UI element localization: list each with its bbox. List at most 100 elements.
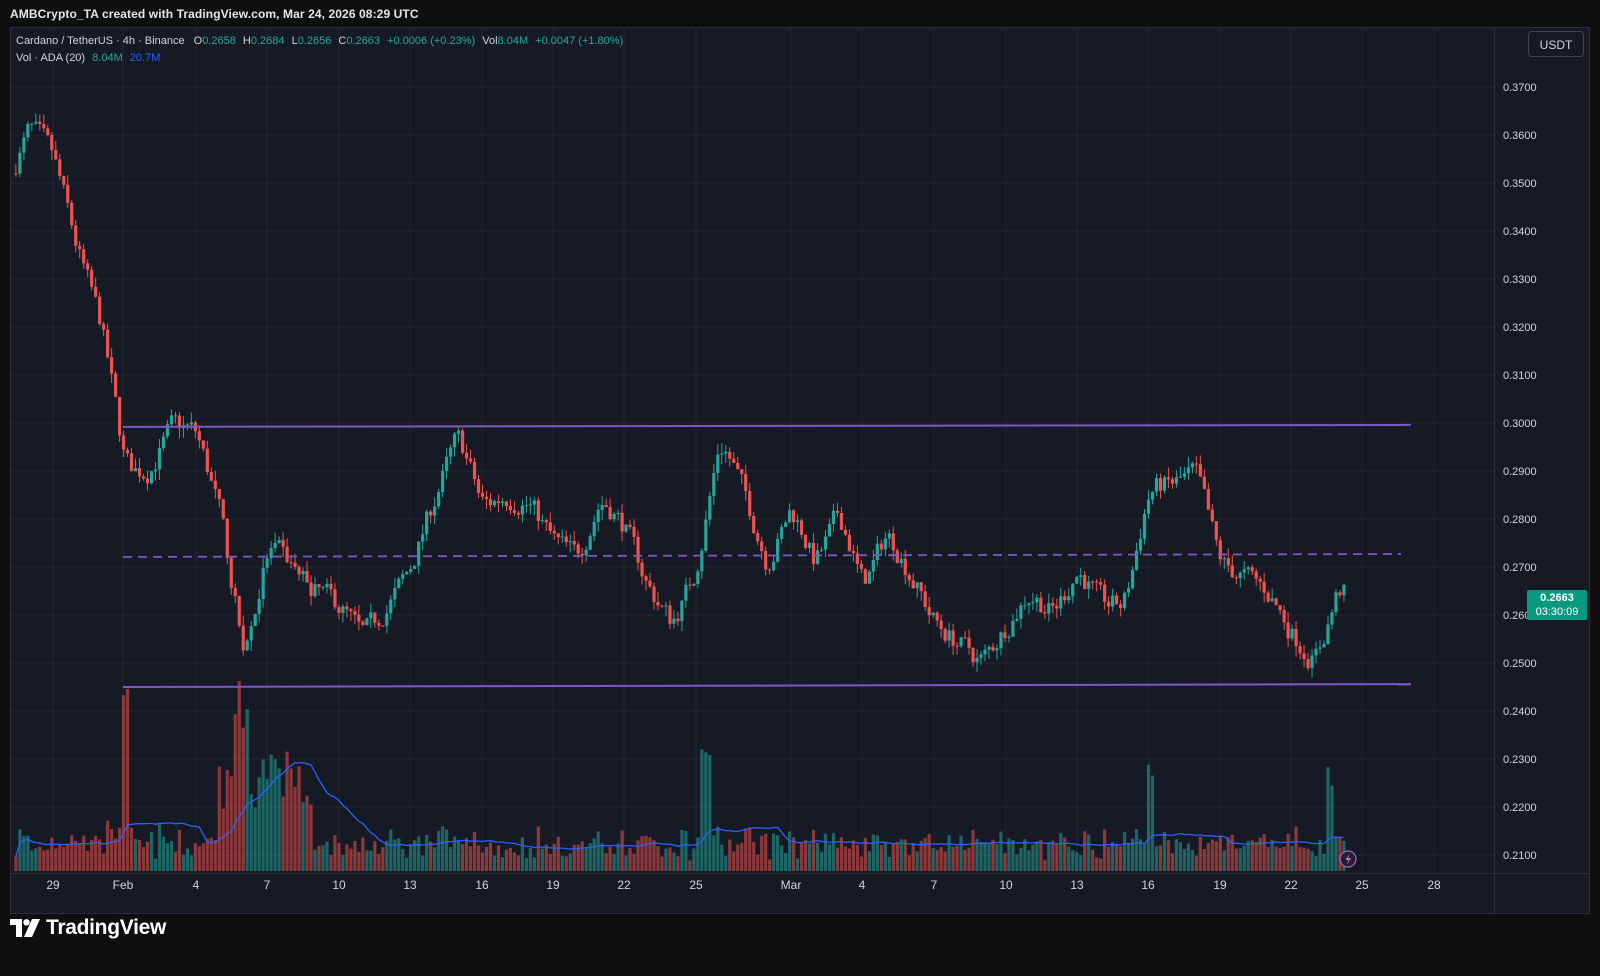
candle-body bbox=[1318, 647, 1322, 649]
candle-body bbox=[325, 583, 329, 587]
candle-body bbox=[1103, 584, 1107, 602]
candle-body bbox=[1091, 581, 1095, 583]
candle-body bbox=[213, 480, 217, 489]
legend-volume-indicator[interactable]: Vol · ADA (20) bbox=[16, 52, 86, 64]
volume-bar bbox=[1067, 846, 1071, 871]
candle-body bbox=[847, 534, 852, 551]
candle-body bbox=[1222, 558, 1226, 560]
volume-bar bbox=[855, 844, 859, 871]
candle-body bbox=[1298, 646, 1302, 654]
candle-body bbox=[337, 607, 341, 613]
volume-bar bbox=[508, 847, 513, 871]
candle-body bbox=[301, 570, 305, 575]
candle-body bbox=[572, 541, 576, 545]
candle-body bbox=[955, 645, 959, 647]
candle-body bbox=[1087, 581, 1091, 589]
candle-body bbox=[189, 422, 193, 425]
candle-body bbox=[724, 451, 728, 454]
volume-bar bbox=[795, 858, 800, 871]
candle-body bbox=[516, 512, 521, 515]
candle-body bbox=[58, 159, 62, 176]
candle-body bbox=[30, 123, 34, 125]
volume-bar bbox=[544, 844, 548, 871]
volume-bar bbox=[540, 848, 544, 871]
candle-body bbox=[1206, 489, 1210, 510]
volume-bar bbox=[117, 827, 122, 871]
candle-body bbox=[1007, 636, 1011, 638]
tradingview-logo[interactable]: TradingView bbox=[10, 916, 166, 940]
volume-bar bbox=[931, 848, 935, 871]
legend-change: +0.0006 (+0.23%) bbox=[387, 35, 476, 47]
volume-bar bbox=[54, 848, 58, 871]
volume-bar bbox=[935, 849, 939, 871]
candle-body bbox=[480, 492, 485, 497]
candle-body bbox=[229, 557, 233, 588]
candle-body bbox=[1039, 597, 1043, 613]
candle-body bbox=[1047, 603, 1051, 614]
candle-body bbox=[608, 507, 612, 520]
legend-symbol[interactable]: Cardano / TetherUS · 4h · Binance bbox=[16, 35, 185, 47]
volume-bar bbox=[612, 854, 616, 871]
candle-body bbox=[596, 509, 600, 522]
candle-body bbox=[875, 543, 879, 561]
volume-bar bbox=[137, 839, 142, 871]
volume-bar bbox=[1150, 775, 1155, 871]
volume-bar bbox=[528, 847, 532, 871]
candle-body bbox=[1122, 592, 1127, 609]
volume-bar bbox=[1083, 831, 1087, 871]
volume-bar bbox=[983, 842, 987, 871]
volume-bar bbox=[656, 846, 660, 871]
volume-bar bbox=[664, 848, 668, 871]
volume-bar bbox=[18, 829, 22, 871]
volume-bar bbox=[106, 820, 110, 871]
candle-body bbox=[18, 152, 22, 174]
flash-icon[interactable] bbox=[1339, 850, 1357, 868]
candle-body bbox=[656, 602, 660, 606]
candle-body bbox=[484, 496, 489, 500]
volume-bar bbox=[847, 848, 852, 871]
candle-body bbox=[740, 469, 744, 475]
volume-bar bbox=[819, 851, 824, 871]
candle-body bbox=[668, 605, 672, 624]
candle-body bbox=[1166, 477, 1171, 480]
volume-bar bbox=[1210, 839, 1214, 871]
candle-body bbox=[863, 569, 867, 584]
volume-bar bbox=[1250, 840, 1254, 871]
candle-body bbox=[70, 202, 74, 226]
candle-body bbox=[915, 582, 919, 589]
candle-body bbox=[895, 550, 899, 564]
candle-body bbox=[1202, 476, 1206, 490]
candle-body bbox=[911, 580, 915, 589]
volume-bar bbox=[600, 843, 604, 871]
candle-body bbox=[959, 637, 963, 647]
candle-body bbox=[413, 565, 417, 569]
candle-body bbox=[441, 470, 445, 492]
volume-bar bbox=[500, 857, 505, 871]
volume-bar bbox=[333, 835, 337, 871]
volume-bar bbox=[588, 843, 592, 871]
candle-body bbox=[305, 570, 309, 583]
candle-body bbox=[1326, 624, 1330, 644]
volume-bar bbox=[772, 833, 776, 871]
time-tick-label: 7 bbox=[931, 878, 938, 892]
currency-unit-button[interactable]: USDT bbox=[1528, 31, 1584, 57]
volume-bar bbox=[253, 807, 257, 871]
volume-bar bbox=[967, 847, 971, 871]
price-tick-label: 0.2500 bbox=[1503, 658, 1537, 670]
volume-bar bbox=[445, 829, 449, 871]
candle-body bbox=[273, 542, 277, 549]
volume-bar bbox=[1226, 837, 1230, 871]
time-tick-label: 10 bbox=[999, 878, 1013, 892]
legend-high: 0.2684 bbox=[250, 35, 285, 47]
candle-body bbox=[1154, 478, 1159, 492]
candle-body bbox=[14, 173, 18, 175]
volume-bar bbox=[22, 835, 26, 871]
legend-vol-change: +0.0047 (+1.80%) bbox=[535, 35, 624, 47]
volume-bar bbox=[476, 845, 481, 871]
price-tick-label: 0.3200 bbox=[1503, 322, 1537, 334]
candle-body bbox=[297, 566, 301, 575]
candle-body bbox=[772, 561, 776, 571]
candle-body bbox=[831, 510, 836, 525]
candle-body bbox=[780, 526, 784, 539]
